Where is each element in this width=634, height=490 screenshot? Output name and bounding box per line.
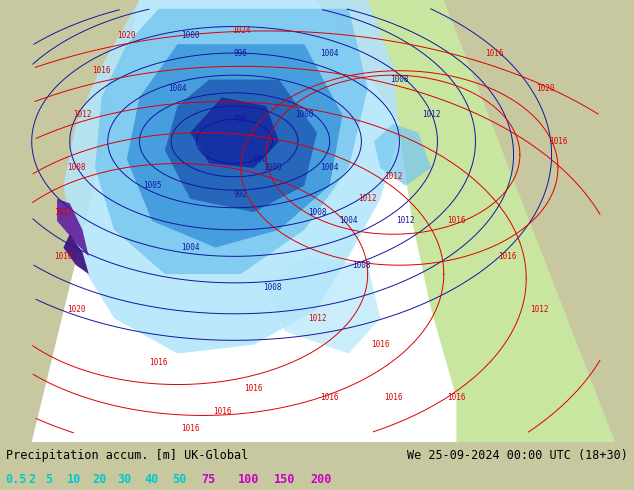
Text: 1016: 1016 [447, 393, 466, 402]
Text: 50: 50 [172, 473, 186, 486]
Text: 1012: 1012 [384, 172, 403, 181]
Text: 40: 40 [145, 473, 158, 486]
Text: 1012: 1012 [73, 110, 92, 120]
Text: 1000: 1000 [181, 31, 200, 40]
Text: 1008: 1008 [67, 164, 86, 172]
Text: 1024: 1024 [231, 26, 250, 35]
Text: 1000: 1000 [263, 164, 282, 172]
Text: 1020: 1020 [536, 84, 555, 93]
Polygon shape [95, 9, 368, 274]
Text: 1012: 1012 [529, 305, 548, 314]
Text: 1012: 1012 [396, 217, 415, 225]
Text: 1016: 1016 [498, 252, 517, 261]
Text: 1005: 1005 [143, 181, 162, 190]
Text: 1020: 1020 [67, 305, 86, 314]
Polygon shape [63, 0, 399, 354]
Polygon shape [32, 0, 615, 442]
Text: Precipitation accum. [m] UK-Global: Precipitation accum. [m] UK-Global [6, 449, 249, 462]
Text: 75: 75 [202, 473, 216, 486]
Text: 1008: 1008 [307, 208, 327, 217]
Polygon shape [190, 97, 279, 168]
Text: 1012: 1012 [307, 314, 327, 323]
Text: 10: 10 [67, 473, 81, 486]
Text: 200: 200 [311, 473, 332, 486]
Polygon shape [368, 0, 615, 442]
Polygon shape [374, 124, 431, 186]
Polygon shape [127, 44, 342, 247]
Text: 5: 5 [46, 473, 53, 486]
Text: 1004: 1004 [168, 84, 187, 93]
Text: 1016: 1016 [371, 340, 390, 349]
Text: We 25-09-2024 00:00 UTC (18+30): We 25-09-2024 00:00 UTC (18+30) [407, 449, 628, 462]
Text: 1016: 1016 [244, 385, 263, 393]
Text: 1004: 1004 [320, 164, 339, 172]
Text: 1016: 1016 [320, 393, 339, 402]
Text: 150: 150 [274, 473, 295, 486]
Text: 1016: 1016 [181, 424, 200, 433]
Text: 0.5: 0.5 [5, 473, 27, 486]
Text: 1016: 1016 [384, 393, 403, 402]
Text: 1016: 1016 [149, 358, 168, 367]
Text: 1016: 1016 [447, 217, 466, 225]
Text: 1008: 1008 [390, 75, 409, 84]
Text: 1008: 1008 [352, 261, 371, 270]
Text: 1004: 1004 [181, 243, 200, 252]
Text: 1012: 1012 [422, 110, 441, 120]
Text: 1000: 1000 [295, 110, 314, 120]
Text: 996: 996 [234, 49, 248, 57]
Text: 1016: 1016 [212, 407, 231, 416]
Polygon shape [266, 256, 380, 354]
Text: 30: 30 [117, 473, 131, 486]
Text: 1016: 1016 [92, 66, 111, 75]
Text: 100: 100 [238, 473, 259, 486]
Text: 1004: 1004 [339, 217, 358, 225]
Text: 20: 20 [92, 473, 106, 486]
Text: 1016: 1016 [54, 252, 73, 261]
Text: 1012: 1012 [358, 195, 377, 203]
Text: 1020: 1020 [117, 31, 136, 40]
Text: 1008: 1008 [263, 283, 282, 292]
Text: 1016: 1016 [485, 49, 504, 57]
Polygon shape [165, 79, 317, 212]
Text: 996: 996 [234, 115, 248, 124]
Polygon shape [57, 199, 89, 256]
Text: 2: 2 [29, 473, 36, 486]
Text: 1012: 1012 [54, 208, 73, 217]
Polygon shape [63, 234, 89, 274]
Text: 1016: 1016 [548, 137, 567, 146]
Text: 1004: 1004 [320, 49, 339, 57]
Text: 992: 992 [234, 190, 248, 199]
Text: 996: 996 [253, 155, 267, 164]
